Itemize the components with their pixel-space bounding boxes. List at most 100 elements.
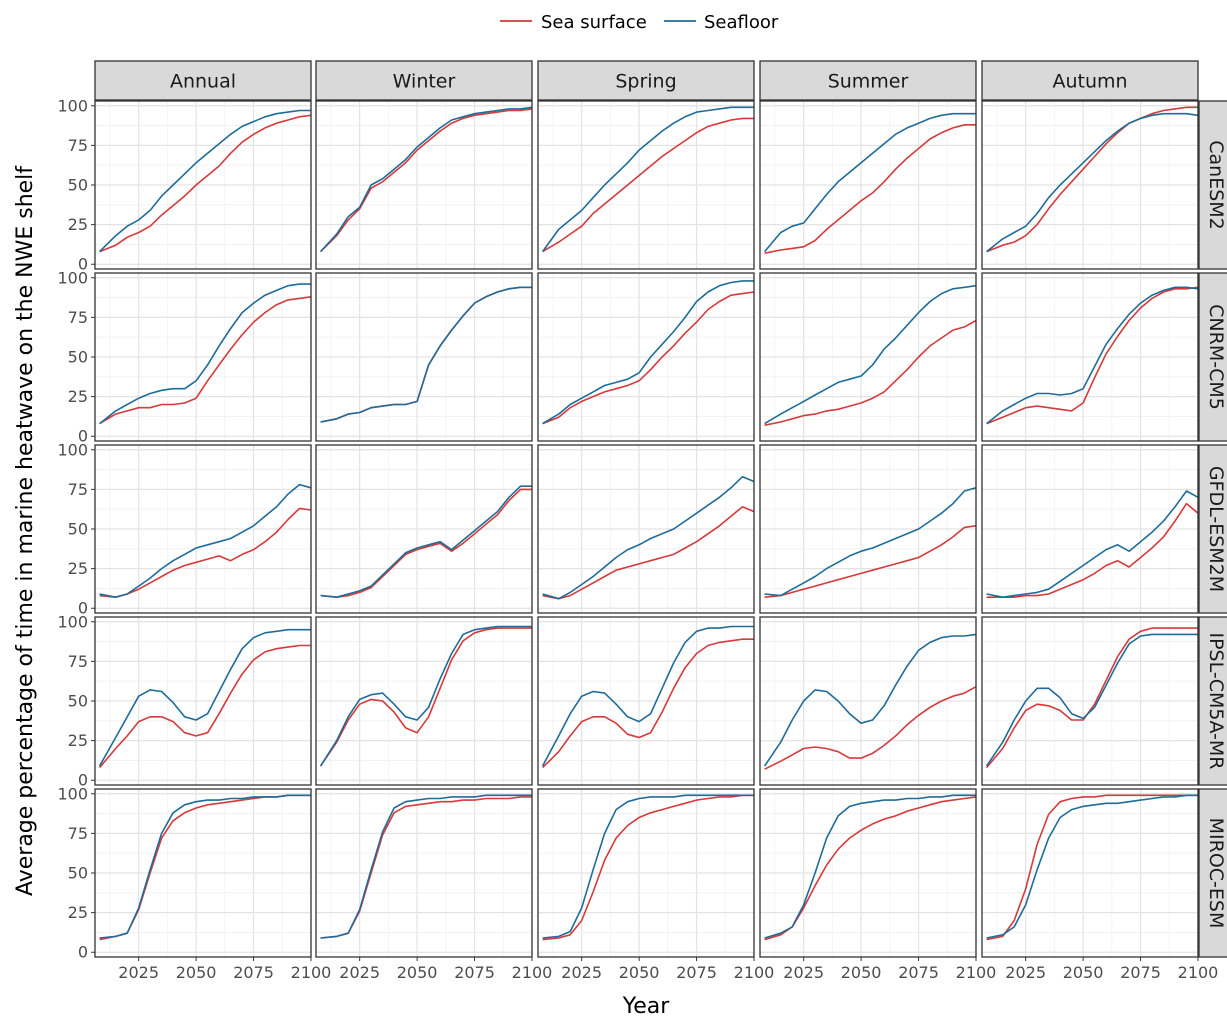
row-strip (1198, 100, 1227, 270)
series-line-sea-surface (99, 296, 312, 425)
panel-canesm2-annual (94, 100, 312, 270)
row-strip-label: GFDL-ESM2M (1205, 466, 1227, 592)
series-line-seafloor (986, 112, 1199, 253)
x-tick-label: 2075 (1120, 963, 1161, 982)
panel-border (759, 100, 977, 270)
panel-border (315, 272, 533, 442)
series-line-seafloor (542, 475, 755, 600)
y-tick-label: 100 (57, 96, 88, 115)
series-line-sea-surface (99, 507, 312, 599)
x-tick-label: 2100 (956, 963, 997, 982)
panel-border (537, 100, 755, 270)
panel-miroc-esm-annual (94, 788, 312, 958)
x-tick-label: 2075 (233, 963, 274, 982)
x-tick-label: 2075 (454, 963, 495, 982)
panel-ipsl-cm5a-mr-summer (759, 616, 977, 786)
series-line-sea-surface (542, 291, 755, 425)
row-strip (1198, 272, 1227, 442)
column-strip (981, 60, 1199, 101)
series-line-seafloor (764, 284, 977, 425)
panel-border (981, 272, 1199, 442)
y-tick-label: 75 (68, 308, 88, 327)
legend-label: Sea surface (541, 12, 647, 33)
panel-cnrm-cm5-winter (315, 272, 533, 442)
column-strip (94, 60, 312, 101)
column-strip-label: Winter (393, 71, 456, 93)
series-line-sea-surface (319, 627, 532, 767)
panel-border (537, 272, 755, 442)
series-line-sea-surface (320, 488, 532, 599)
series-line-seafloor (99, 483, 312, 599)
y-axis-title: Average percentage of time in marine hea… (13, 165, 38, 896)
series-line-seafloor (320, 794, 532, 939)
x-tick-label: 2050 (619, 963, 660, 982)
series-line-sea-surface (320, 108, 533, 253)
x-tick-label: 2025 (561, 963, 602, 982)
column-strip-label: Spring (615, 71, 676, 93)
panel-gfdl-esm2m-annual (94, 444, 312, 614)
panel-canesm2-winter (315, 100, 533, 270)
row-strip-label: MIROC-ESM (1205, 818, 1227, 929)
panel-ipsl-cm5a-mr-autumn (981, 616, 1199, 786)
panel-border (315, 100, 533, 270)
panel-border (759, 616, 977, 786)
y-tick-label: 0 (78, 771, 88, 790)
series-line-sea-surface (542, 505, 755, 600)
series-line-sea-surface (98, 644, 311, 769)
y-tick-label: 0 (78, 599, 88, 618)
series-line-seafloor (542, 794, 754, 939)
y-tick-label: 100 (57, 440, 88, 459)
x-tick-label: 2025 (1005, 963, 1046, 982)
series-line-seafloor (541, 106, 754, 253)
y-tick-label: 75 (68, 136, 88, 155)
panel-canesm2-summer (759, 100, 977, 270)
panel-border (981, 616, 1199, 786)
column-strips: Annual Winter Spring Summer Autumn (94, 60, 1199, 101)
panel-border (759, 272, 977, 442)
panel-miroc-esm-autumn (981, 788, 1199, 958)
series-line-seafloor (985, 633, 1198, 767)
panel-ipsl-cm5a-mr-spring (537, 616, 755, 786)
row-strip (1198, 444, 1227, 614)
row-strip-label: CanESM2 (1205, 140, 1227, 230)
y-tick-label: 75 (68, 652, 88, 671)
row-strip (1198, 616, 1227, 786)
y-tick-label: 0 (78, 427, 88, 446)
series-line-sea-surface (764, 319, 977, 426)
series-line-sea-surface (985, 627, 1198, 769)
panel-cnrm-cm5-annual (94, 272, 312, 442)
x-tick-label: 2050 (1063, 963, 1104, 982)
panel-ipsl-cm5a-mr-annual (94, 616, 312, 786)
y-tick-label: 0 (78, 255, 88, 274)
column-strip (315, 60, 533, 101)
y-tick-label: 100 (57, 268, 88, 287)
panel-gfdl-esm2m-spring (537, 444, 755, 614)
series-line-seafloor (986, 286, 1199, 425)
panel-cnrm-cm5-autumn (981, 272, 1199, 442)
panel-border (537, 788, 755, 958)
series-line-seafloor (542, 280, 754, 425)
x-tick-label: 2025 (783, 963, 824, 982)
panel-ipsl-cm5a-mr-winter (315, 616, 533, 786)
panel-border (759, 444, 977, 614)
panel-border (981, 100, 1199, 270)
series-line-sea-surface (986, 794, 1198, 941)
series-line-sea-surface (986, 502, 1199, 599)
column-strip-label: Autumn (1052, 71, 1127, 93)
series-line-sea-surface (542, 117, 754, 253)
series-line-seafloor (99, 109, 311, 253)
series-line-seafloor (763, 112, 976, 253)
panel-border (315, 616, 533, 786)
panel-gfdl-esm2m-winter (315, 444, 533, 614)
y-tick-label: 50 (68, 864, 88, 883)
panel-border (981, 788, 1199, 958)
panel-border (981, 444, 1199, 614)
y-tick-label: 25 (68, 215, 88, 234)
panel-border (315, 444, 533, 614)
y-tick-label: 50 (68, 520, 88, 539)
series-line-sea-surface (542, 638, 754, 769)
y-tick-label: 25 (68, 387, 88, 406)
x-tick-label: 2075 (676, 963, 717, 982)
x-tick-label: 2050 (841, 963, 882, 982)
